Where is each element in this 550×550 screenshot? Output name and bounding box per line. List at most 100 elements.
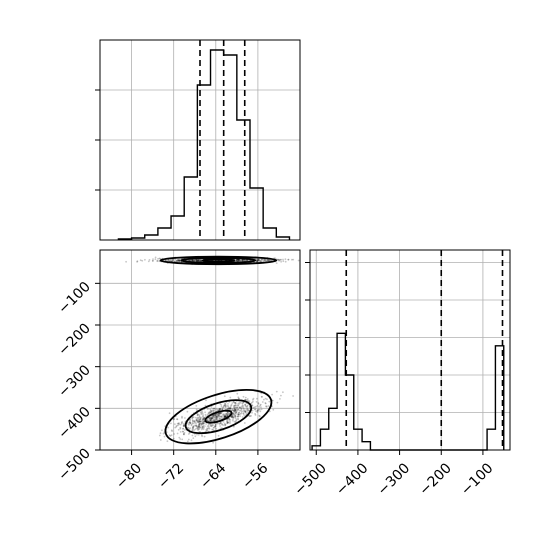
joint-point (233, 409, 236, 412)
joint-point (200, 260, 202, 262)
joint-point (201, 412, 204, 415)
joint-point (194, 420, 196, 423)
joint-point (234, 408, 237, 411)
joint-point (199, 418, 202, 421)
joint-point (280, 258, 282, 261)
joint-point (217, 415, 220, 417)
joint-point (192, 427, 195, 430)
joint-point (202, 424, 205, 427)
joint-point (235, 260, 238, 262)
joint-point (257, 259, 260, 262)
joint-point (275, 262, 278, 264)
joint-point (196, 426, 199, 428)
joint-point (199, 426, 202, 429)
joint-point (139, 259, 142, 262)
joint-point (227, 406, 230, 409)
joint-point (196, 414, 199, 417)
y-hist-xtick-label: −200 (416, 460, 455, 499)
joint-point (237, 413, 240, 416)
joint-point (245, 409, 248, 411)
joint-point (230, 404, 232, 407)
joint-point (203, 417, 206, 420)
joint-point (219, 412, 222, 415)
joint-point (240, 406, 243, 409)
joint-point (237, 259, 240, 262)
joint-point (208, 427, 210, 429)
joint-point (264, 397, 267, 400)
joint-point (234, 404, 237, 407)
joint-point (221, 408, 224, 411)
joint-point (170, 429, 173, 432)
joint-point (175, 259, 178, 262)
joint-point (252, 398, 254, 401)
joint-point (235, 411, 238, 414)
joint-point (213, 419, 216, 422)
joint-point (264, 259, 267, 262)
joint-point (157, 257, 160, 260)
joint-point (247, 409, 250, 412)
joint-point (198, 415, 201, 418)
joint-point (233, 408, 236, 411)
joint-point (224, 415, 227, 418)
joint-point (194, 259, 196, 261)
joint-point (189, 422, 192, 424)
joint-point (195, 259, 198, 262)
joint-point (159, 439, 162, 441)
joint-point (257, 258, 260, 261)
joint-point (243, 408, 245, 411)
joint-point (206, 427, 208, 430)
joint-point (194, 435, 197, 438)
joint-point (202, 418, 205, 420)
joint-point (218, 412, 221, 415)
joint-point (168, 412, 171, 415)
joint-point (156, 260, 159, 263)
joint-point (177, 259, 180, 261)
joint-point (234, 408, 237, 411)
joint-point (241, 259, 243, 262)
joint-point (202, 425, 205, 428)
joint-point (209, 417, 212, 419)
joint-point (197, 259, 199, 262)
joint-point (236, 415, 239, 418)
panel-joint: −80 −72 −64 −56 −100−200−300−400−500 (55, 249, 301, 493)
joint-point (224, 403, 226, 405)
joint-point (254, 412, 256, 415)
joint-point (230, 404, 233, 406)
joint-point (234, 412, 237, 415)
joint-point (210, 410, 213, 413)
joint-point (219, 407, 222, 410)
joint-point (191, 428, 194, 431)
joint-point (207, 412, 210, 414)
panel-y-histogram: −500 −400 −300 −200 −100 (291, 249, 511, 499)
joint-point (191, 422, 194, 424)
joint-point (260, 408, 263, 411)
y-hist-xtick-label: −400 (333, 460, 372, 499)
joint-point (154, 256, 157, 259)
joint-point (236, 409, 239, 411)
joint-point (201, 423, 204, 425)
joint-point (159, 432, 162, 435)
joint-point (257, 402, 260, 404)
y-hist-grid (310, 250, 510, 450)
joint-point (176, 258, 179, 261)
joint-point (164, 259, 167, 262)
joint-point (226, 412, 229, 415)
joint-point (226, 421, 229, 423)
joint-point (214, 414, 216, 416)
joint-point (219, 408, 222, 410)
joint-point (184, 417, 186, 419)
joint-point (175, 260, 178, 262)
joint-point (182, 433, 185, 435)
joint-point (220, 404, 223, 406)
joint-point (202, 420, 205, 423)
joint-point (198, 260, 201, 262)
joint-point (210, 417, 213, 419)
joint-point (210, 418, 213, 420)
joint-point (210, 423, 212, 426)
joint-point (209, 419, 212, 421)
joint-point (189, 259, 191, 262)
joint-point (282, 260, 285, 263)
joint-point (166, 440, 169, 443)
joint-point (243, 422, 246, 424)
joint-point (169, 259, 171, 262)
